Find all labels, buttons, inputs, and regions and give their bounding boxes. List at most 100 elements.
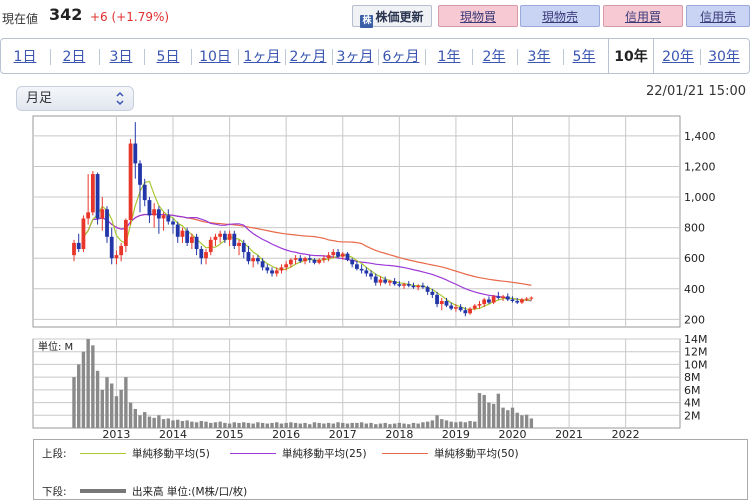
legend-ma5-swatch [80, 453, 126, 454]
x-tick-label: 2013 [102, 428, 130, 441]
volume-bar [227, 423, 232, 428]
tab-5d[interactable]: 5日 [156, 49, 180, 65]
volume-bar [143, 412, 147, 428]
tab-3m[interactable]: 3ヶ月 [336, 49, 374, 65]
price-panel-frame [32, 115, 681, 328]
tab-2y[interactable]: 2年 [482, 49, 506, 65]
margin-buy-button[interactable]: 信用買 [603, 5, 683, 27]
volume-bar [515, 412, 519, 428]
tab-10d[interactable]: 10日 [199, 49, 231, 65]
tab-separator [378, 49, 379, 65]
candle-body [303, 258, 307, 262]
spot-buy-button[interactable]: 現物買 [438, 5, 518, 27]
tab-30y[interactable]: 30年 [708, 49, 740, 65]
tab-6m[interactable]: 6ヶ月 [382, 49, 420, 65]
candle-body [392, 281, 397, 285]
volume-bar [279, 423, 284, 428]
candle-body [458, 307, 463, 311]
tab-3y[interactable]: 3年 [527, 49, 551, 65]
volume-bar [284, 422, 288, 428]
volume-bar [242, 422, 246, 428]
legend-volume: 出来高 単位:(M株/口/枚) [74, 484, 247, 499]
volume-bar [246, 422, 251, 428]
volume-bar [477, 393, 482, 428]
x-tick-label: 2022 [612, 428, 640, 441]
chart-timestamp: 22/01/21 15:00 [646, 84, 746, 99]
y-tick-label: 400 [684, 283, 705, 296]
volume-bar [119, 389, 123, 428]
candle-body [331, 252, 336, 256]
tab-20y[interactable]: 20年 [662, 49, 694, 65]
tab-2m[interactable]: 2ヶ月 [289, 49, 327, 65]
candle-body [487, 299, 491, 303]
tab-1m[interactable]: 1ヶ月 [243, 49, 281, 65]
volume-bar [524, 414, 529, 428]
candle-body [430, 291, 435, 295]
candle-body [529, 297, 534, 299]
tab-separator [332, 49, 333, 65]
candle-body [109, 236, 114, 259]
period-select[interactable]: 月足 [16, 86, 134, 111]
candle-body [86, 212, 91, 219]
x-tick-label: 2020 [498, 428, 526, 441]
chart-legend: 上段: 単純移動平均(5) 単純移動平均(25) 単純移動平均(50) 下段: … [33, 439, 748, 500]
margin-sell-button[interactable]: 信用売 [686, 5, 750, 27]
period-select-value: 月足 [26, 91, 53, 106]
candle-body [123, 219, 128, 246]
volume-bar [454, 422, 458, 428]
volume-bar [194, 422, 199, 428]
legend-ma5-label: 単純移動平均(5) [132, 448, 210, 460]
tab-3d[interactable]: 3日 [109, 49, 133, 65]
volume-bar [176, 419, 180, 428]
volume-bar [95, 370, 100, 428]
candle-body [355, 264, 359, 269]
candle-body [171, 221, 175, 225]
candle-body [76, 242, 81, 250]
candle-body [175, 224, 180, 237]
tab-1y[interactable]: 1年 [437, 49, 461, 65]
quote-header: 現在値 342 +6 (+1.79%) 株株価更新 現物買 現物売 信用買 信用… [0, 0, 750, 34]
tab-1d[interactable]: 1日 [13, 49, 37, 65]
candle-body [383, 279, 388, 283]
volume-bar [473, 421, 477, 428]
tab-2d[interactable]: 2日 [62, 49, 86, 65]
candle-body [255, 258, 260, 262]
price-grid [32, 115, 681, 328]
candle-body [350, 259, 355, 265]
candle-body [359, 268, 364, 271]
candle-body [491, 296, 496, 303]
candle-body [364, 270, 369, 274]
volume-bar [369, 422, 373, 428]
refresh-price-label: 株価更新 [375, 10, 424, 24]
volume-bar [341, 422, 345, 428]
tab-5y[interactable]: 5年 [572, 49, 596, 65]
candle-body [416, 285, 421, 288]
volume-bar [529, 418, 534, 428]
volume-bar [138, 415, 142, 428]
refresh-price-button[interactable]: 株株価更新 [352, 5, 432, 28]
candle-body [425, 287, 430, 292]
legend-ma25-label: 単純移動平均(25) [282, 448, 367, 460]
x-tick-label: 2018 [385, 428, 413, 441]
candle-body [265, 267, 270, 271]
candle-body [90, 174, 95, 213]
candle-body [161, 215, 166, 219]
tab-separator [425, 49, 426, 65]
candle-body [180, 230, 185, 237]
legend-ma50-swatch [382, 453, 428, 454]
spot-sell-button[interactable]: 現物売 [520, 5, 600, 27]
candle-body [133, 143, 138, 164]
candle-body [317, 259, 322, 263]
tab-10y[interactable]: 10年 [608, 39, 654, 73]
volume-tick-label: 12M [684, 346, 708, 359]
candle-body [321, 258, 326, 260]
candle-body [284, 264, 289, 268]
candle-body [274, 270, 279, 274]
candle-body [114, 255, 119, 259]
candle-body [237, 242, 241, 246]
volume-bar [157, 415, 161, 428]
candle-body [496, 296, 501, 298]
volume-bar [350, 422, 354, 428]
candle-body [345, 253, 350, 260]
tab-separator [700, 49, 701, 65]
